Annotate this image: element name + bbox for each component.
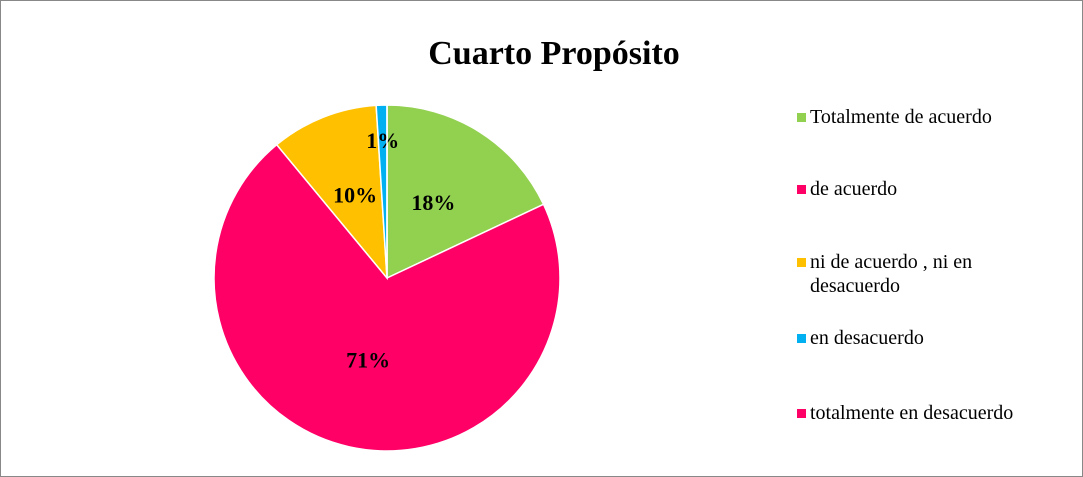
legend-swatch (797, 113, 806, 122)
pie-slice (213, 143, 561, 452)
legend-swatch (797, 185, 806, 194)
data-label: 18% (411, 190, 455, 215)
legend-item: totalmente en desacuerdo (797, 401, 1065, 425)
legend-label: en desacuerdo (810, 327, 924, 349)
data-label: 71% (346, 347, 390, 372)
legend-swatch (797, 409, 806, 418)
pie-slice (386, 104, 545, 280)
legend-swatch (797, 334, 806, 343)
pie-slice (275, 104, 388, 281)
legend-label: ni de acuerdo , ni en desacuerdo (810, 251, 973, 297)
legend-label: totalmente en desacuerdo (810, 402, 1014, 424)
legend-item: ni de acuerdo , ni en desacuerdo (797, 250, 1065, 298)
legend-swatch (797, 258, 806, 267)
data-label: 1% (366, 128, 399, 153)
data-label: 10% (333, 183, 377, 208)
legend-label: de acuerdo (810, 178, 898, 200)
legend-label: Totalmente de acuerdo (810, 106, 992, 128)
legend-item: Totalmente de acuerdo (797, 105, 1065, 129)
legend-item: de acuerdo (797, 177, 1065, 201)
legend-item: en desacuerdo (797, 326, 1065, 350)
chart-title: Cuarto Propósito (428, 35, 680, 72)
